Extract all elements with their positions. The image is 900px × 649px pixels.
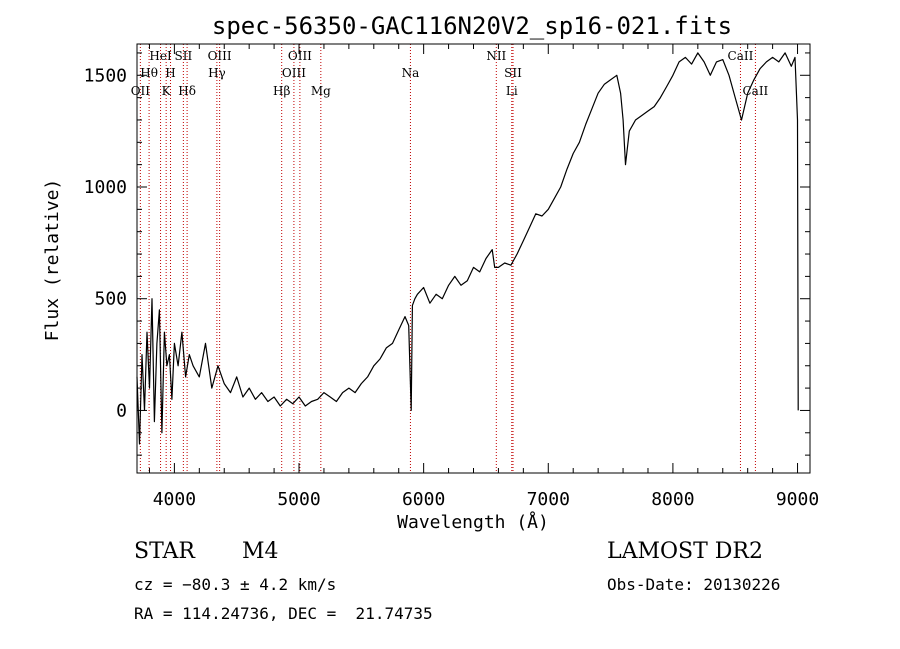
x-axis-label: Wavelength (Å) (397, 511, 549, 533)
line-label: Mg (311, 84, 331, 98)
x-tick-label: 9000 (776, 489, 819, 510)
spectrum-line (136, 52, 799, 445)
line-label: SII (504, 66, 522, 80)
coordinates: RA = 114.24736, DEC = 21.74735 (134, 604, 433, 623)
plot-frame (136, 43, 811, 474)
object-class: STAR (134, 539, 195, 564)
line-label: H (165, 66, 175, 80)
line-label: Hγ (208, 66, 226, 80)
line-label: OII (131, 84, 151, 98)
ticks-layer: 4000 5000 6000 7000 8000 9000 0 500 1000 1500 (84, 44, 819, 510)
line-label: K (162, 84, 172, 98)
line-label: HeI (149, 49, 172, 63)
line-label: OIII (288, 49, 312, 63)
survey-name: LAMOST DR2 (607, 539, 763, 564)
line-label: Li (506, 84, 518, 98)
line-label: OIII (282, 66, 306, 80)
y-tick-label: 1000 (84, 177, 127, 198)
x-tick-label: 8000 (651, 489, 694, 510)
line-label: Hδ (178, 84, 196, 98)
line-label: Hβ (273, 84, 290, 98)
x-tick-label: 4000 (153, 489, 196, 510)
y-tick-label: 500 (94, 289, 127, 310)
obs-date: Obs-Date: 20130226 (607, 575, 781, 594)
y-tick-label: 1500 (84, 65, 127, 86)
chart-title: spec-56350-GAC116N20V2_sp16-021.fits (212, 12, 732, 40)
line-label: CaII (742, 84, 768, 98)
y-tick-label: 0 (116, 400, 127, 421)
line-label: Hθ (140, 66, 158, 80)
line-label: NII (486, 49, 506, 63)
cz-value: cz = −80.3 ± 4.2 km/s (134, 575, 337, 594)
x-tick-label: 6000 (402, 489, 445, 510)
x-tick-label: 5000 (277, 489, 320, 510)
line-label: CaII (728, 49, 754, 63)
line-label: Na (402, 66, 420, 80)
object-subclass: M4 (242, 539, 279, 564)
line-label: OIII (208, 49, 232, 63)
spectrum-layer (136, 52, 799, 445)
emission-lines-layer: OIIHθHeIKHSIIHδOIIIHγHβOIIIOIIIMgNaNIISI… (131, 44, 769, 473)
y-axis-label: Flux (relative) (42, 179, 63, 342)
x-tick-label: 7000 (527, 489, 570, 510)
line-label: SII (175, 49, 193, 63)
